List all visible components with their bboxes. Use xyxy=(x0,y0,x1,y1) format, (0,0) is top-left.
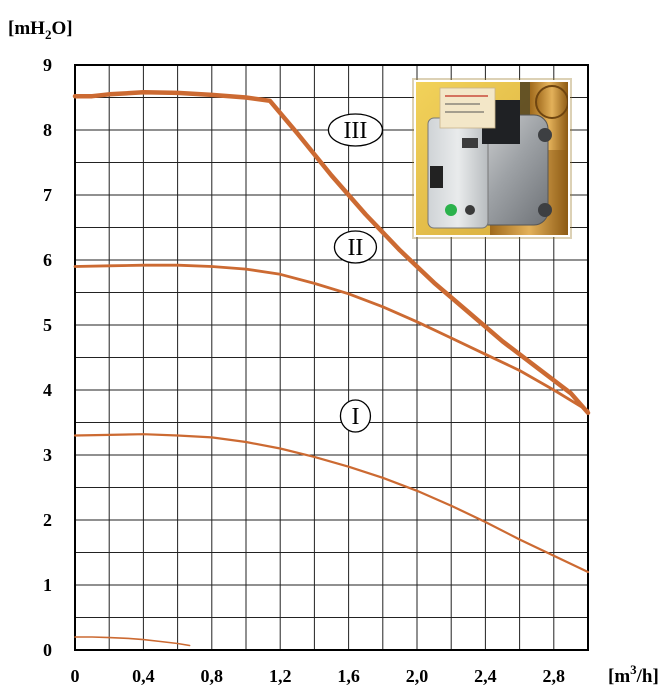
series-line xyxy=(72,90,591,416)
plot-frame xyxy=(74,64,589,651)
series-line xyxy=(74,636,191,647)
y-tick-labels: 0 1 2 3 4 5 6 7 8 9 xyxy=(43,55,52,660)
pump-photo-inset xyxy=(412,78,572,239)
x-tick-label: 0,8 xyxy=(201,666,224,686)
series-line xyxy=(73,433,590,574)
x-tick-label: 1,6 xyxy=(337,666,360,686)
y-tick-label: 5 xyxy=(43,315,52,335)
x-tick-label: 1,2 xyxy=(269,666,292,686)
x-tick-label: 2,0 xyxy=(406,666,429,686)
y-tick-label: 4 xyxy=(43,380,52,400)
curve-label: I xyxy=(351,404,359,430)
y-tick-label: 7 xyxy=(43,185,52,205)
curve-label-ellipse xyxy=(333,230,378,264)
y-tick-label: 2 xyxy=(43,510,52,530)
y-tick-label: 8 xyxy=(43,120,52,140)
x-axis-unit: [m3/h] xyxy=(608,662,659,687)
y-tick-label: 9 xyxy=(43,55,52,75)
x-tick-label: 2,4 xyxy=(474,666,497,686)
x-tick-label: 2,8 xyxy=(543,666,566,686)
y-tick-label: 6 xyxy=(43,250,52,270)
curve-label-ellipse xyxy=(339,399,372,433)
y-tick-label: 3 xyxy=(43,445,52,465)
curve-label-ellipse xyxy=(327,113,384,147)
axes xyxy=(74,64,589,651)
y-axis-unit: [mH2O] xyxy=(8,18,73,42)
series-line xyxy=(73,263,590,413)
curve-label: III xyxy=(343,118,367,144)
x-tick-labels: 0 0,4 0,8 1,2 1,6 2,0 2,4 2,8 xyxy=(71,666,566,686)
x-tick-label: 0,4 xyxy=(132,666,155,686)
y-tick-label: 0 xyxy=(43,640,52,660)
y-tick-label: 1 xyxy=(43,575,52,595)
curve-label: II xyxy=(347,235,363,261)
pump-curves xyxy=(72,90,591,647)
x-tick-label: 0 xyxy=(71,666,80,686)
